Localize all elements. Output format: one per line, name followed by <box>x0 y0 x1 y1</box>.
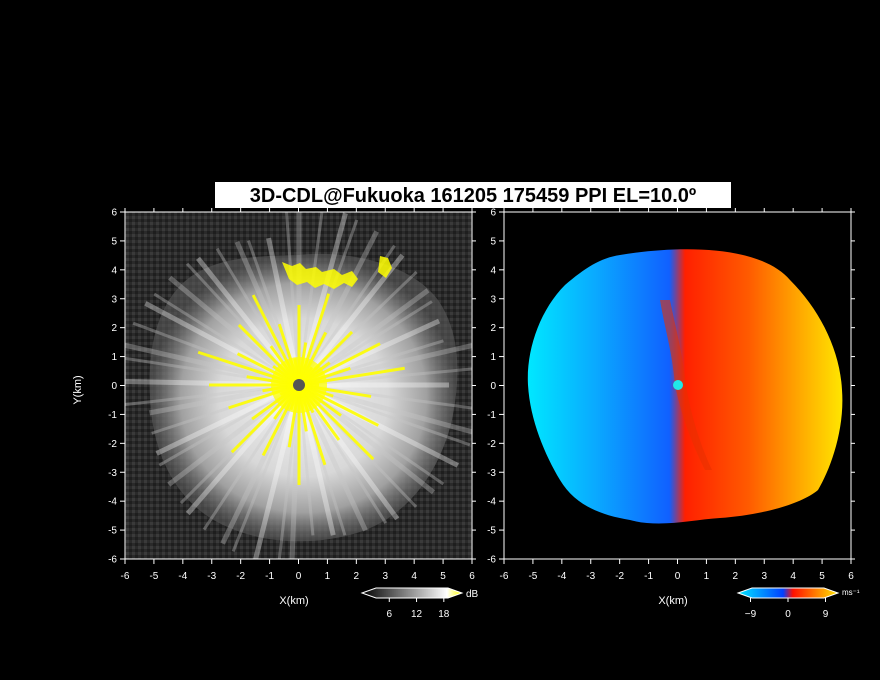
x-tick-label: 5 <box>819 571 825 582</box>
y-tick-label: 2 <box>111 323 117 334</box>
y-tick-label: -2 <box>108 439 117 450</box>
x-tick-label: 1 <box>325 571 331 582</box>
x-tick-label: 0 <box>675 571 681 582</box>
y-tick-label: 1 <box>490 352 496 363</box>
streak <box>298 367 472 387</box>
colorbar-tick-label: −9 <box>745 609 757 620</box>
streak <box>168 275 301 387</box>
y-tick-label: -4 <box>487 497 496 508</box>
y-tick-label: 3 <box>111 294 117 305</box>
y-tick-label: -2 <box>487 439 496 450</box>
x-tick-label: 6 <box>469 571 475 582</box>
x-tick-label: -5 <box>528 571 537 582</box>
velocity-colorbar-ticks: −9 0 9 <box>745 598 829 620</box>
y-tick-label: 2 <box>490 323 496 334</box>
reflectivity-panel <box>125 212 472 559</box>
y-tick-label: 3 <box>490 294 496 305</box>
y-tick-label: 4 <box>111 265 117 276</box>
y-tick-label: -6 <box>108 555 117 566</box>
y-tick-label: -3 <box>487 468 496 479</box>
y-tick-label: 0 <box>490 381 496 392</box>
streak <box>298 382 472 435</box>
x-tick-label: -4 <box>557 571 566 582</box>
y-tick-label: -5 <box>108 526 117 537</box>
y-tick-label: 6 <box>111 208 117 219</box>
x-tick-label: -1 <box>265 571 274 582</box>
x-tick-label: 5 <box>440 571 446 582</box>
velocity-colorbar: ms⁻¹ −9 0 9 <box>736 587 860 620</box>
colorbar-tick-label: 12 <box>411 609 423 620</box>
y-tick-label: 0 <box>111 381 117 392</box>
x-axis-label-left: X(km) <box>279 595 308 607</box>
streak <box>231 384 301 553</box>
x-tick-label: 6 <box>848 571 854 582</box>
high-echo-rays <box>197 293 405 485</box>
x-tick-label: 4 <box>790 571 796 582</box>
colorbar-tick-label: 9 <box>823 609 829 620</box>
x-tick-label: 2 <box>354 571 360 582</box>
x-tick-label: -6 <box>121 571 130 582</box>
y-tick-label: -1 <box>108 410 117 421</box>
radar-site-marker <box>293 379 305 391</box>
x-tick-label: 3 <box>761 571 767 582</box>
y-tick-label: 5 <box>111 236 117 247</box>
x-tick-label: 3 <box>382 571 388 582</box>
x-tick-label: 1 <box>704 571 710 582</box>
y-tick-label: 6 <box>490 208 496 219</box>
y-tick-label: -3 <box>108 468 117 479</box>
x-tick-label: -2 <box>236 571 245 582</box>
colorbar-tick-label: 0 <box>785 609 791 620</box>
x-tick-label: -3 <box>586 571 595 582</box>
radar-site-marker-velocity <box>673 380 683 390</box>
colorbar-unit-db: dB <box>466 589 479 600</box>
x-tick-label: -5 <box>149 571 158 582</box>
x-tick-label: 0 <box>296 571 302 582</box>
y-tick-label: 4 <box>490 265 496 276</box>
x-tick-label: -4 <box>178 571 187 582</box>
upper-echo-fringe <box>282 256 392 289</box>
streak <box>253 384 302 559</box>
reflectivity-colorbar-ticks: 6 12 18 <box>386 598 450 620</box>
y-axis-label: Y(km) <box>72 375 84 404</box>
colorbar-unit-ms: ms⁻¹ <box>842 588 860 597</box>
colorbar-tick-label: 6 <box>386 609 392 620</box>
x-tick-label: -1 <box>644 571 653 582</box>
x-axis-label-right: X(km) <box>658 595 687 607</box>
shear-zone <box>660 300 712 470</box>
y-tick-label: 5 <box>490 236 496 247</box>
left-axis-ticks: -6 -5 -4 -3 -2 -1 0 1 2 3 4 5 6 -6 -5 -4 -3 -2 -1 0 1 2 3 4 5 6 <box>108 208 476 582</box>
streak <box>125 342 300 388</box>
right-axis-ticks: -6 -5 -4 -3 -2 -1 0 1 2 3 4 5 6 -6 -5 -4 -3 -2 -1 0 1 2 3 4 5 6 <box>487 208 855 582</box>
streak <box>153 292 300 387</box>
y-tick-label: -6 <box>487 555 496 566</box>
x-tick-label: -2 <box>615 571 624 582</box>
figure-title: 3D-CDL@Fukuoka 161205 175459 PPI EL=10.0… <box>214 181 732 209</box>
x-tick-label: -3 <box>207 571 216 582</box>
streak <box>298 342 472 388</box>
colorbar-tick-label: 18 <box>438 609 450 620</box>
streak <box>284 212 301 386</box>
y-tick-label: 1 <box>111 352 117 363</box>
streak <box>185 383 301 516</box>
velocity-panel <box>527 249 843 524</box>
y-tick-label: -5 <box>487 526 496 537</box>
y-tick-label: -1 <box>487 410 496 421</box>
x-tick-label: 2 <box>733 571 739 582</box>
y-tick-label: -4 <box>108 497 117 508</box>
x-tick-label: -6 <box>500 571 509 582</box>
reflectivity-colorbar: dB 6 12 18 <box>360 587 479 620</box>
x-tick-label: 4 <box>411 571 417 582</box>
